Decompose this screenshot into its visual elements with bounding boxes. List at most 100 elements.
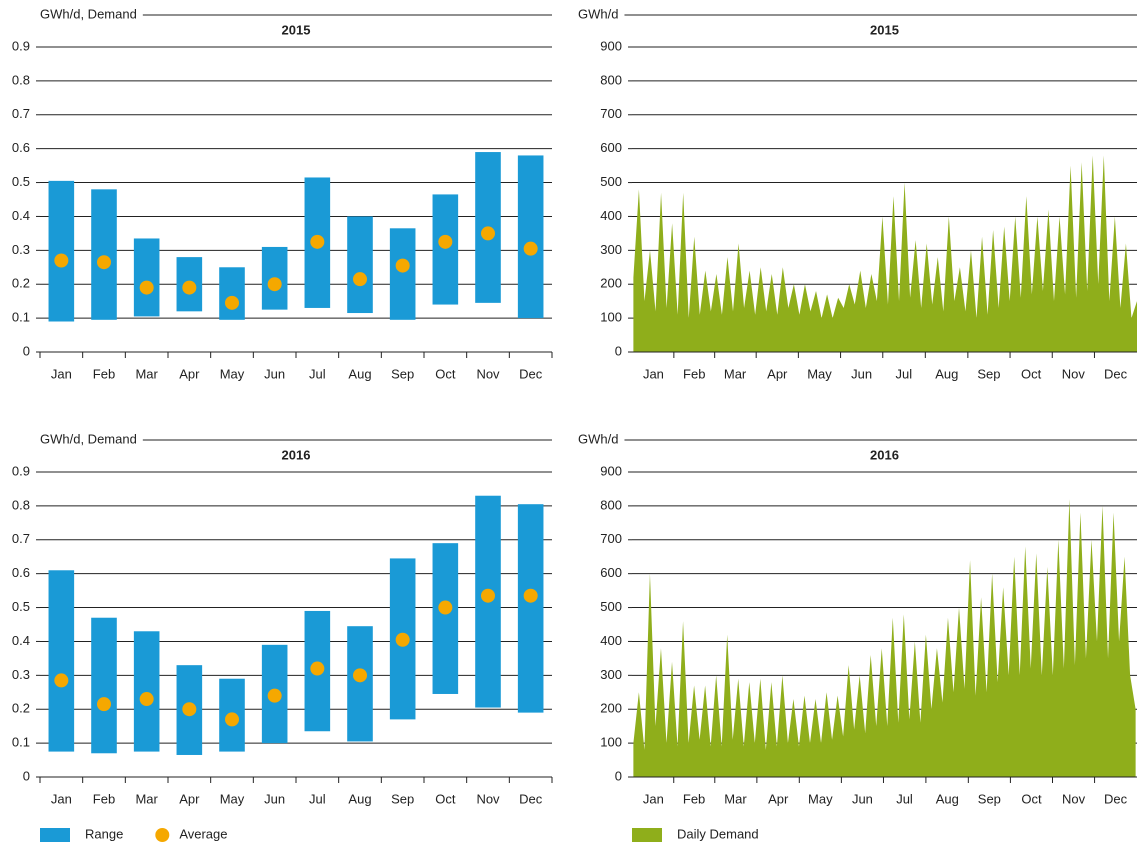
x-tick-label: Dec [1104,366,1128,381]
x-tick-label: Oct [435,366,456,381]
y-tick-label: 800 [600,497,622,512]
x-tick-label: Aug [935,366,958,381]
y-tick-label: 600 [600,140,622,155]
y-tick-label: 700 [600,106,622,121]
x-tick-label: Apr [179,366,200,381]
y-tick-label: 0.3 [12,667,30,682]
y-tick-label: 300 [600,667,622,682]
x-tick-label: May [220,791,245,806]
average-dot [523,241,538,256]
average-dot [438,234,453,249]
x-tick-label: Jun [851,366,872,381]
average-dot [481,226,495,241]
y-axis-label: GWh/d [578,431,618,446]
chart-title: 2016 [870,447,899,462]
legend-label: Average [179,826,227,841]
range-bar [347,626,373,742]
y-tick-label: 300 [600,242,622,257]
y-tick-label: 100 [600,310,622,325]
y-tick-label: 0.3 [12,242,30,257]
y-tick-label: 700 [600,531,622,546]
y-tick-label: 0.8 [12,497,30,512]
range-bar [432,194,459,305]
average-dot [481,588,495,603]
range-bar [432,543,459,694]
x-tick-label: Nov [476,366,500,381]
y-axis-label: GWh/d [578,6,618,21]
x-tick-label: Oct [1021,791,1042,806]
x-tick-label: May [220,366,245,381]
chart-title: 2016 [282,447,311,462]
average-dot [97,697,111,712]
y-tick-label: 0.5 [12,599,30,614]
y-tick-label: 0.7 [12,531,30,546]
x-tick-label: Apr [179,791,200,806]
y-tick-label: 200 [600,276,622,291]
x-tick-label: Jun [264,366,285,381]
x-tick-label: Nov [476,791,500,806]
average-dot [182,280,197,295]
x-tick-label: Jul [896,791,913,806]
range-bar [347,216,373,314]
average-dot [353,668,367,683]
x-tick-label: Mar [724,366,747,381]
x-tick-label: Dec [1104,791,1128,806]
x-tick-label: Aug [348,791,371,806]
range-bar [517,155,544,319]
y-tick-label: 0.4 [12,633,30,648]
x-tick-label: Apr [767,366,788,381]
average-dot [54,673,69,688]
x-tick-label: Feb [93,366,115,381]
x-tick-label: Feb [93,791,115,806]
y-tick-label: 0.4 [12,208,30,223]
average-dot [225,712,239,727]
x-tick-label: Jan [51,366,72,381]
average-dot [395,632,410,647]
x-tick-label: Jul [309,366,326,381]
average-dot [395,258,410,273]
y-tick-label: 0.9 [12,38,30,53]
y-tick-label: 0.8 [12,72,30,87]
y-tick-label: 0.6 [12,565,30,580]
legend-swatch [632,828,662,842]
range-bar [48,180,75,322]
x-tick-label: Jan [51,791,72,806]
average-dot [310,234,325,249]
x-tick-label: Jan [643,791,664,806]
y-tick-label: 0.1 [12,310,30,325]
average-dot [353,272,367,287]
y-tick-label: 0.6 [12,140,30,155]
x-tick-label: Nov [1062,366,1086,381]
average-dot [97,255,111,270]
x-tick-label: Mar [724,791,747,806]
average-dot [225,295,239,310]
y-tick-label: 400 [600,208,622,223]
average-dot [267,688,282,703]
y-tick-label: 900 [600,463,622,478]
x-tick-label: May [808,791,833,806]
range-bar [133,631,160,752]
y-tick-label: 0.5 [12,174,30,189]
legend-label: Range [85,826,123,841]
y-tick-label: 400 [600,633,622,648]
y-tick-label: 900 [600,38,622,53]
x-tick-label: Aug [348,366,371,381]
x-tick-label: Nov [1062,791,1086,806]
legend-swatch [155,828,170,842]
y-tick-label: 500 [600,174,622,189]
x-tick-label: Sep [977,366,1000,381]
average-dot [438,600,453,615]
range-bar [219,267,245,320]
y-tick-label: 0.2 [12,701,30,716]
average-dot [139,280,154,295]
x-tick-label: Feb [683,791,705,806]
x-tick-label: Sep [391,791,414,806]
y-tick-label: 0 [23,768,30,783]
y-tick-label: 0.9 [12,463,30,478]
y-tick-label: 0.2 [12,276,30,291]
range-bar [133,238,160,317]
x-tick-label: May [807,366,832,381]
legend-swatch [40,828,70,842]
x-tick-label: Dec [519,791,543,806]
y-axis-label: GWh/d, Demand [40,6,137,21]
